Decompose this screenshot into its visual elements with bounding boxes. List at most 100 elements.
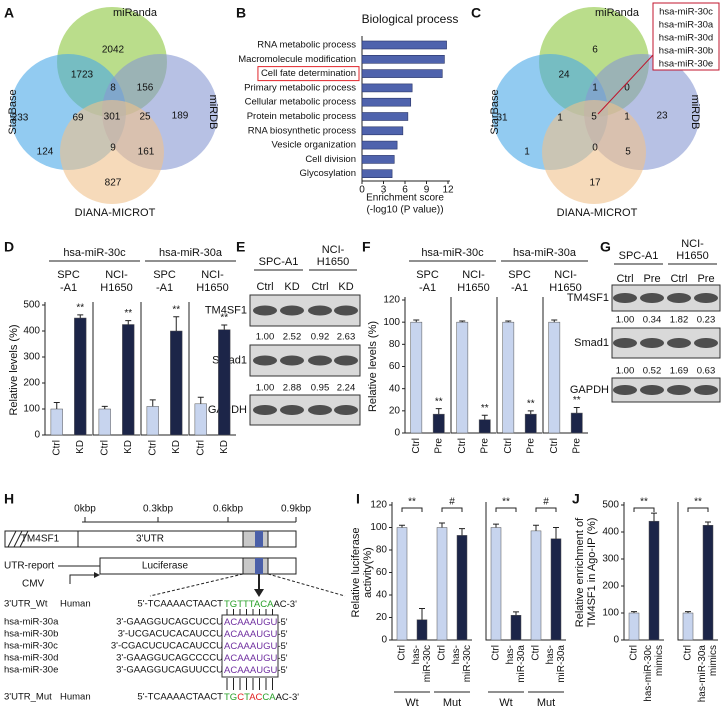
category-label: mimics: [654, 645, 665, 676]
venn-diagram: miRanda StarBase miRDB DIANA-MICROT 6 24 1 0 31 1…: [489, 2, 720, 219]
overlap-count: 1: [524, 147, 530, 158]
y-tick-label: 0: [613, 635, 619, 646]
y-tick-label: 80: [376, 545, 388, 556]
y-tick-label: 0: [381, 635, 387, 646]
error-bar: [493, 523, 499, 528]
band-quantification: 1.69: [670, 366, 689, 377]
y-tick-label: 500: [23, 300, 40, 311]
lane-label: Ctrl: [311, 281, 328, 293]
error-bar: [439, 522, 445, 528]
band: [640, 293, 664, 303]
category-label: mimics: [708, 645, 719, 676]
sequence: 3'-GAAGGUCAGUUCCU: [116, 665, 223, 676]
y-tick-label: 60: [389, 361, 401, 372]
category-label: Ctrl: [629, 645, 640, 661]
band: [253, 405, 277, 415]
category-label: Ctrl: [195, 440, 206, 456]
venn-set: [542, 100, 646, 204]
sequence: 5'-TCAAAACTAACT: [137, 692, 223, 703]
lane-label: KD: [284, 281, 299, 293]
error-bar: [125, 320, 132, 325]
frame-label: -A1: [419, 282, 436, 294]
bar: [502, 321, 515, 434]
bar: [436, 527, 448, 641]
category-label: Ctrl: [531, 645, 542, 661]
frame-label: SPC: [57, 269, 80, 281]
significance: #: [449, 497, 455, 508]
category-label: Protein metabolic process: [247, 111, 357, 122]
scale-label: 0kbp: [74, 504, 96, 515]
lane-label: KD: [338, 281, 353, 293]
category-label: miR-30c: [462, 645, 473, 682]
category-label: RNA metabolic process: [257, 40, 356, 51]
category-label: Ctrl: [503, 438, 514, 454]
error-bar: [173, 316, 180, 331]
bracket: [633, 507, 655, 512]
band: [253, 305, 277, 316]
overlap-count: 24: [558, 70, 570, 81]
callout-text: hsa-miR-30c: [659, 7, 713, 18]
band: [613, 338, 637, 348]
y-tick-label: 400: [23, 326, 40, 337]
western-blot: SPC-A1 NCI-H1650 Ctrl Pre Ctrl Pre TM4SF1 Smad1…: [567, 238, 721, 403]
frame-label: -A1: [60, 282, 77, 294]
promoter-arrow: [69, 574, 94, 584]
band: [613, 293, 637, 303]
highlight-box: [257, 66, 360, 82]
sequence-segment: ACAAAUGU: [224, 665, 277, 676]
cell-line: NCI-: [681, 238, 704, 250]
y-tick-label: 20: [376, 612, 388, 623]
overlap-count: 23: [656, 111, 668, 122]
bracket: [535, 507, 557, 512]
sequence-name: 3'UTR_Wt: [4, 599, 48, 610]
error-bar: [221, 324, 228, 330]
bar: [432, 413, 445, 434]
significance: **: [220, 313, 228, 324]
pair-label: Wt: [405, 697, 418, 709]
frame-label: -A1: [511, 282, 528, 294]
category-label: Cell fate determination: [261, 68, 356, 79]
error-bar: [651, 512, 657, 522]
bar: [524, 413, 537, 434]
significance: **: [435, 396, 443, 407]
sequence-segment: -5': [277, 617, 287, 628]
band: [308, 355, 332, 366]
sequence: ACAAAUGU-5': [224, 629, 288, 640]
y-tick-label: 500: [602, 500, 619, 511]
overlap-count: 25: [139, 112, 151, 123]
category-label: Pre: [525, 438, 536, 454]
error-bar: [553, 527, 559, 539]
significance: **: [124, 308, 132, 319]
bar: [456, 321, 469, 434]
category-label: Ctrl: [51, 440, 62, 456]
arrow-head: [94, 572, 100, 578]
overlap-count: 156: [137, 83, 154, 94]
band-quantification: 2.63: [337, 332, 356, 343]
y-tick-label: 80: [389, 339, 401, 350]
set-label: DIANA-MICROT: [557, 207, 638, 219]
bar: [530, 530, 542, 641]
overlap-count: 9: [110, 143, 116, 154]
set-label: StarBase: [7, 89, 19, 134]
luciferase-label: Luciferase: [142, 561, 189, 572]
overlap-count: 1: [557, 113, 563, 124]
sequence: 5'-TCAAAACTAACT: [137, 599, 223, 610]
y-tick-label: 0: [394, 428, 400, 439]
band: [694, 293, 718, 303]
significance: **: [640, 497, 648, 508]
bar: [98, 408, 111, 436]
panel-letter: C: [471, 5, 481, 21]
callout-box: [652, 2, 720, 71]
set-label: miRDB: [207, 95, 219, 130]
sequence: 3'-GAAGGUCAGCCCCU: [116, 653, 223, 664]
band-quantification: 0.23: [697, 315, 716, 326]
sequence-name: hsa-miR-30b: [4, 629, 58, 640]
sequence: 3'-UCGACUCACAUCCU: [118, 629, 223, 640]
y-tick-label: 200: [23, 378, 40, 389]
overlap-count: 827: [105, 178, 122, 189]
group-header: hsa-miR-30a: [159, 247, 223, 259]
callout-text: hsa-miR-30e: [659, 59, 713, 70]
category-label: KD: [75, 440, 86, 454]
y-tick-label: 120: [383, 295, 400, 306]
